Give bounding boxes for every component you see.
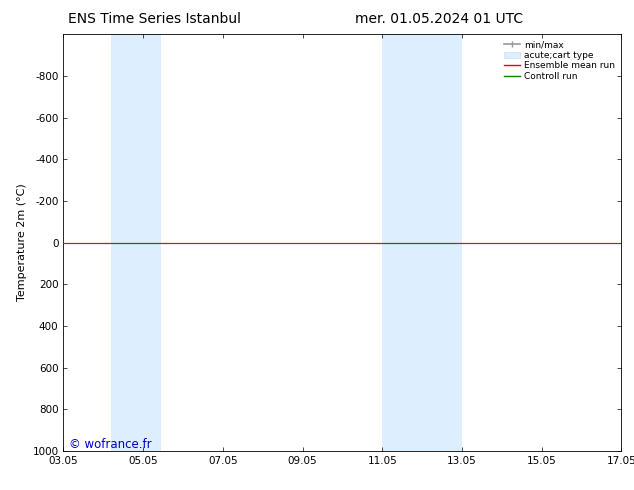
- Y-axis label: Temperature 2m (°C): Temperature 2m (°C): [17, 184, 27, 301]
- Bar: [111, 34, 131, 451]
- Text: ENS Time Series Istanbul: ENS Time Series Istanbul: [68, 12, 241, 26]
- Bar: [410, 34, 462, 451]
- Legend: min/max, acute;cart type, Ensemble mean run, Controll run: min/max, acute;cart type, Ensemble mean …: [502, 39, 617, 82]
- Text: © wofrance.fr: © wofrance.fr: [69, 438, 152, 451]
- Bar: [382, 34, 410, 451]
- Text: mer. 01.05.2024 01 UTC: mer. 01.05.2024 01 UTC: [355, 12, 523, 26]
- Bar: [131, 34, 161, 451]
